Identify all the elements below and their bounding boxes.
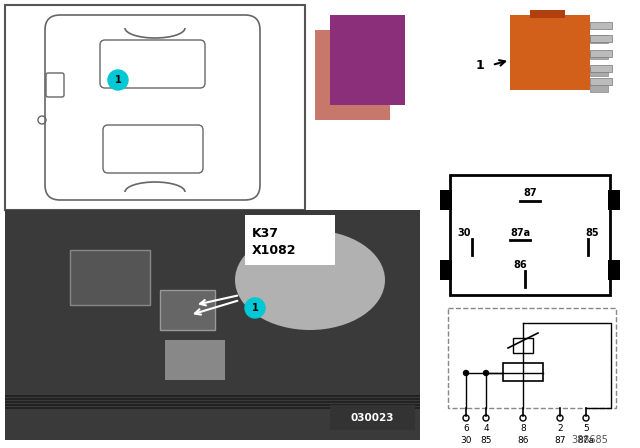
Bar xyxy=(440,190,452,210)
Text: 30: 30 xyxy=(460,435,472,444)
Bar xyxy=(510,15,590,90)
Bar xyxy=(590,65,612,72)
Bar xyxy=(590,68,608,76)
Text: 1: 1 xyxy=(115,75,122,85)
Bar xyxy=(5,210,420,440)
Bar xyxy=(165,340,225,380)
Bar xyxy=(608,260,620,280)
Bar xyxy=(5,407,420,409)
Bar xyxy=(315,30,390,120)
Bar xyxy=(590,35,612,42)
Bar xyxy=(70,250,150,305)
Text: 388685: 388685 xyxy=(572,435,609,445)
Circle shape xyxy=(245,298,265,318)
Bar xyxy=(5,5,305,210)
FancyBboxPatch shape xyxy=(100,40,205,88)
Bar xyxy=(5,404,420,406)
Bar xyxy=(5,395,420,397)
Bar xyxy=(440,260,452,280)
Text: 85: 85 xyxy=(480,435,492,444)
Bar xyxy=(513,338,533,353)
Bar xyxy=(590,50,612,57)
Bar xyxy=(160,290,215,330)
Text: 1: 1 xyxy=(476,59,484,72)
Text: K37: K37 xyxy=(252,227,279,240)
Bar xyxy=(5,401,420,403)
Bar xyxy=(530,10,565,18)
FancyBboxPatch shape xyxy=(46,73,64,97)
Text: 5: 5 xyxy=(583,423,589,432)
Text: 87: 87 xyxy=(523,188,537,198)
Bar xyxy=(590,84,608,92)
Text: 4: 4 xyxy=(483,423,489,432)
Bar xyxy=(245,215,335,265)
Bar xyxy=(330,405,415,430)
Circle shape xyxy=(483,370,488,375)
Text: 2: 2 xyxy=(557,423,563,432)
FancyBboxPatch shape xyxy=(103,125,203,173)
Text: 86: 86 xyxy=(517,435,529,444)
Text: 86: 86 xyxy=(513,260,527,270)
FancyBboxPatch shape xyxy=(45,15,260,200)
Ellipse shape xyxy=(235,230,385,330)
Bar xyxy=(5,398,420,400)
Text: 8: 8 xyxy=(520,423,526,432)
Text: 87a: 87a xyxy=(510,228,530,238)
Circle shape xyxy=(108,70,128,90)
Text: 30: 30 xyxy=(457,228,471,238)
Bar xyxy=(330,15,405,105)
Bar xyxy=(450,175,610,295)
Bar xyxy=(590,51,608,59)
Bar xyxy=(5,210,420,440)
Text: 030023: 030023 xyxy=(350,413,394,423)
Bar xyxy=(448,308,616,408)
Circle shape xyxy=(463,370,468,375)
Text: 6: 6 xyxy=(463,423,469,432)
Bar xyxy=(503,363,543,381)
Text: 85: 85 xyxy=(585,228,599,238)
Bar xyxy=(590,22,612,29)
Text: 87: 87 xyxy=(554,435,566,444)
Bar xyxy=(608,190,620,210)
Bar xyxy=(590,78,612,85)
Bar xyxy=(590,35,608,43)
Text: 1: 1 xyxy=(252,303,259,313)
Text: 87a: 87a xyxy=(577,435,595,444)
Text: X1082: X1082 xyxy=(252,244,296,257)
